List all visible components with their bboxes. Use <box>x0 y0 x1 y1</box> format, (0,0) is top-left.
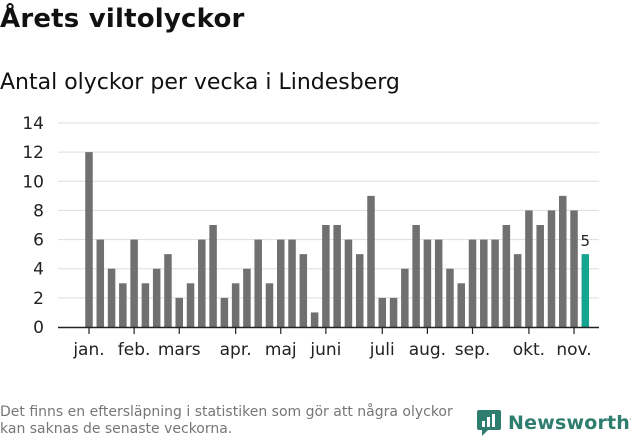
y-tick-label: 10 <box>22 172 44 192</box>
data-label: 5 <box>581 232 591 250</box>
bar <box>502 225 511 327</box>
bar <box>198 239 206 327</box>
bar <box>333 225 341 327</box>
x-tick-label: mars <box>158 340 201 360</box>
y-tick-label: 14 <box>22 114 44 134</box>
bar <box>96 239 105 327</box>
y-tick-label: 12 <box>22 143 44 163</box>
x-tick-label: aug. <box>409 340 446 360</box>
newsworthy-logo-icon <box>477 410 501 436</box>
bar <box>277 239 285 327</box>
bar <box>480 239 488 327</box>
bar <box>525 210 533 327</box>
bar <box>322 225 330 327</box>
bar <box>243 268 251 327</box>
newsworthy-logo-text: Newsworthy <box>508 412 631 434</box>
y-tick-label: 6 <box>33 231 44 251</box>
bar <box>434 239 443 327</box>
x-tick-label: nov. <box>556 340 591 360</box>
bar <box>412 225 420 327</box>
bar <box>468 239 477 327</box>
bar <box>130 239 138 327</box>
y-tick-label: 0 <box>33 318 44 338</box>
x-tick-label: juli <box>369 340 395 360</box>
bar <box>107 268 116 327</box>
chart-title: Årets viltolyckor <box>0 4 245 34</box>
bar <box>389 297 398 327</box>
y-tick-label: 8 <box>33 201 44 221</box>
bar <box>536 225 544 327</box>
x-tick-label: okt. <box>513 340 545 360</box>
x-tick-label: maj <box>265 340 297 360</box>
bar <box>446 268 454 327</box>
bar <box>310 312 319 327</box>
bar <box>254 239 262 327</box>
bar-highlight <box>581 254 590 327</box>
bar <box>220 297 229 327</box>
x-tick-label: sep. <box>455 340 491 360</box>
bar <box>401 268 409 327</box>
bar <box>378 297 387 327</box>
bar <box>288 239 296 327</box>
bar <box>547 210 556 327</box>
y-tick-label: 4 <box>33 260 44 280</box>
chart-subtitle: Antal olyckor per vecka i Lindesberg <box>0 70 400 95</box>
bar <box>209 225 217 327</box>
x-tick-label: apr. <box>220 340 252 360</box>
bar <box>491 239 499 327</box>
bar <box>559 195 567 327</box>
y-tick-label: 2 <box>33 289 44 309</box>
x-tick-label: juni <box>309 340 341 360</box>
bar <box>355 254 364 327</box>
bar <box>513 254 522 327</box>
bar <box>186 283 195 327</box>
x-tick-label: feb. <box>118 340 151 360</box>
newsworthy-logo: Newsworthy <box>476 407 631 439</box>
bar <box>457 283 465 327</box>
x-tick-label: jan. <box>72 340 104 360</box>
bar <box>119 283 127 327</box>
bar <box>152 268 161 327</box>
bar <box>164 254 172 327</box>
bar <box>367 195 375 327</box>
bar <box>299 254 308 327</box>
bar <box>175 297 183 327</box>
bar <box>570 210 578 327</box>
bar <box>423 239 432 327</box>
bar <box>344 239 353 327</box>
bar <box>265 283 274 327</box>
footnote: Det finns en eftersläpning i statistiken… <box>0 404 453 437</box>
bar <box>231 283 240 327</box>
bar <box>141 283 150 327</box>
bar <box>85 152 93 327</box>
